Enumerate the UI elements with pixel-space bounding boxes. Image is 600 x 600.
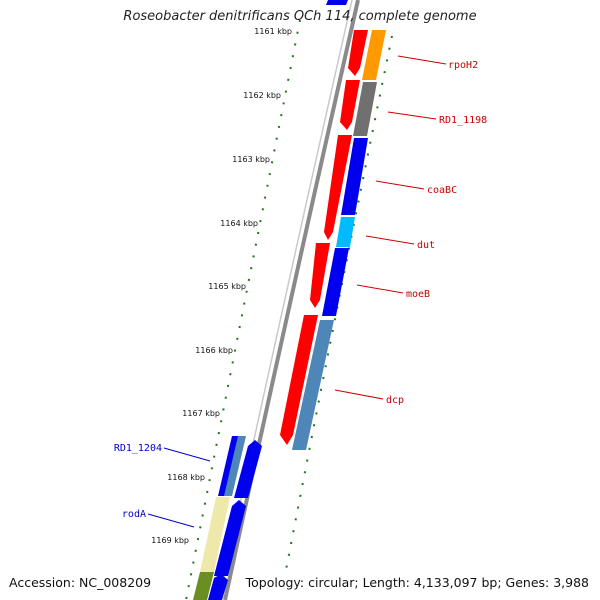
gene-rpoH2 (362, 30, 386, 80)
gene-blue-rev-1 (234, 440, 262, 498)
gene-label-RD1_1198: RD1_1198 (439, 115, 487, 126)
gene-label-dut: dut (417, 240, 435, 251)
gene-red-4 (310, 243, 330, 308)
leader-rodA (147, 513, 195, 528)
leader-rpoH2 (397, 55, 447, 65)
gene-label-moeB: moeB (406, 289, 430, 300)
gene-red-5 (280, 315, 318, 445)
gene-red-1 (348, 30, 368, 76)
gene-red-3 (324, 135, 352, 240)
leader-dcp (334, 389, 384, 400)
scale-label: 1163 kbp (232, 155, 270, 164)
gene-label-RD1_1204: RD1_1204 (114, 443, 162, 454)
scale-label: 1161 kbp (254, 27, 292, 36)
gene-RD1_1204-b (224, 436, 246, 496)
scale-label: 1162 kbp (243, 91, 281, 100)
scale-label: 1168 kbp (167, 473, 205, 482)
leader-RD1_1204 (163, 447, 211, 462)
leader-coaBC (375, 180, 425, 190)
gene-blue-bottom (208, 574, 228, 600)
gene-dcp (292, 320, 334, 450)
gene-dut (336, 217, 355, 247)
gene-top-blue (326, 0, 348, 5)
scale-label: 1166 kbp (195, 346, 233, 355)
gene-label-rodA: rodA (122, 509, 146, 520)
scale-label: 1164 kbp (220, 219, 258, 228)
gene-olive-bottom (193, 572, 214, 600)
gene-label-coaBC: coaBC (427, 185, 457, 196)
scale-ring-right (284, 35, 393, 576)
gene-moeB (322, 248, 349, 316)
leader-moeB (356, 284, 404, 294)
leader-dut (365, 235, 415, 245)
gene-label-dcp: dcp (386, 395, 404, 406)
gene-red-2 (340, 80, 360, 130)
gene-rodA (200, 497, 230, 572)
accession-text: Accession: NC_008209 (9, 575, 152, 590)
genome-summary-text: Topology: circular; Length: 4,133,097 bp… (245, 575, 589, 590)
gene-RD1_1198 (353, 82, 377, 136)
gene-coaBC (341, 138, 368, 215)
scale-label: 1167 kbp (182, 409, 220, 418)
genome-title: Roseobacter denitrificans OCh 114, compl… (123, 9, 477, 24)
gene-label-rpoH2: rpoH2 (448, 60, 478, 71)
scale-label: 1165 kbp (208, 282, 246, 291)
scale-label: 1169 kbp (151, 536, 189, 545)
leader-RD1_1198 (387, 111, 437, 120)
gene-blue-rev-2 (214, 500, 246, 576)
